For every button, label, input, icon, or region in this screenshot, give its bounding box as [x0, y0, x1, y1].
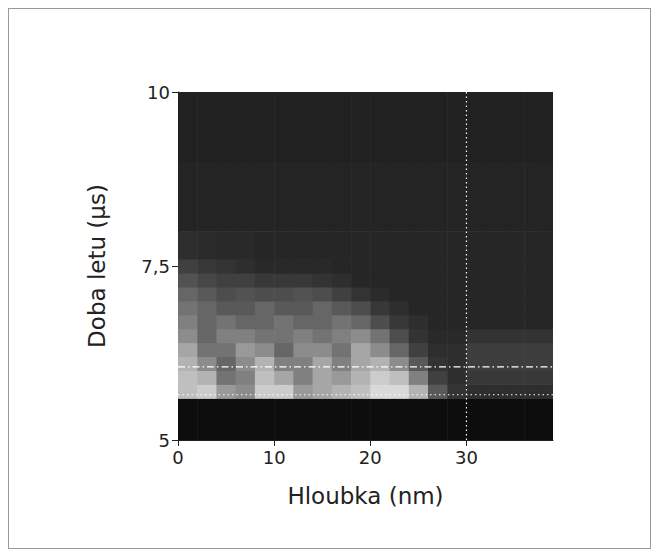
- svg-text:5: 5: [159, 430, 170, 451]
- svg-text:7,5: 7,5: [141, 256, 170, 277]
- svg-text:10: 10: [263, 447, 286, 468]
- svg-text:0: 0: [172, 447, 183, 468]
- svg-text:Doba letu (µs): Doba letu (µs): [84, 184, 110, 348]
- svg-text:10: 10: [147, 82, 170, 103]
- svg-text:20: 20: [359, 447, 382, 468]
- svg-text:30: 30: [455, 447, 478, 468]
- svg-text:Hloubka (nm): Hloubka (nm): [287, 483, 443, 509]
